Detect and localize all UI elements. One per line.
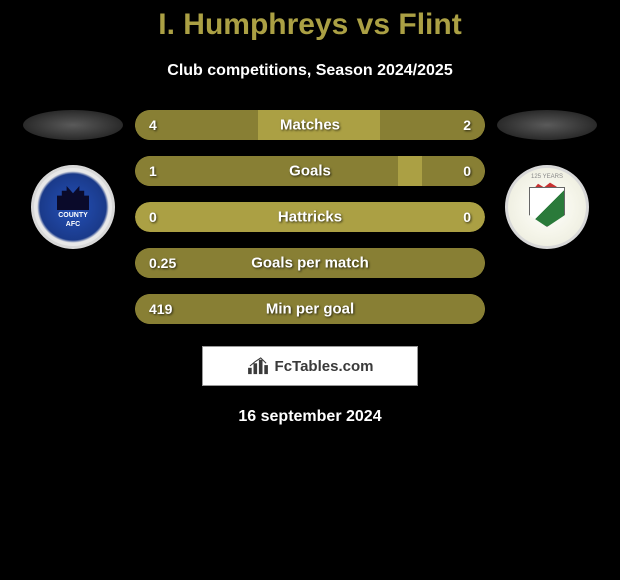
stat-value-right: 2 [463, 117, 471, 133]
date-label: 16 september 2024 [0, 408, 620, 426]
stat-label: Min per goal [266, 301, 354, 318]
stat-value-left: 419 [149, 301, 172, 317]
castle-icon [57, 186, 89, 210]
comparison-widget: I. Humphreys vs Flint Club competitions,… [0, 0, 620, 426]
right-team-crest: 125 YEARS [505, 165, 589, 249]
crest-left-text-mid: COUNTY [58, 212, 88, 219]
stat-value-right: 0 [463, 209, 471, 225]
stat-row: Goals 1 0 [135, 156, 485, 186]
stat-label: Goals [289, 163, 331, 180]
stats-bars: Matches 4 2 Goals 1 0 Hattricks 0 0 Goals per mat… [135, 110, 485, 324]
stat-value-left: 4 [149, 117, 157, 133]
bar-right-fill [422, 156, 485, 186]
crest-left-text-bot: AFC [66, 221, 80, 228]
stat-value-left: 0.25 [149, 255, 176, 271]
stat-value-right: 0 [463, 163, 471, 179]
attribution-box[interactable]: FcTables.com [202, 346, 418, 386]
stat-label: Matches [280, 117, 340, 134]
left-shadow-ellipse [23, 110, 123, 140]
stat-value-left: 1 [149, 163, 157, 179]
stat-label: Goals per match [251, 255, 369, 272]
left-crest-column: COUNTY AFC [23, 110, 123, 249]
left-team-crest: COUNTY AFC [31, 165, 115, 249]
shield-icon [529, 187, 565, 227]
page-title: I. Humphreys vs Flint [0, 8, 620, 42]
bar-left-fill [135, 156, 398, 186]
main-area: COUNTY AFC Matches42Goals10Hattricks00Go… [0, 110, 620, 324]
stat-value-left: 0 [149, 209, 157, 225]
stat-label: Hattricks [278, 209, 342, 226]
right-crest-column: 125 YEARS [497, 110, 597, 249]
subtitle: Club competitions, Season 2024/2025 [0, 62, 620, 80]
stat-row: Min per goal 419 [135, 294, 485, 324]
bars-chart-icon [247, 357, 269, 375]
right-shadow-ellipse [497, 110, 597, 140]
attribution-text: FcTables.com [275, 358, 374, 375]
stat-row: Goals per match 0.25 [135, 248, 485, 278]
stat-row: Hattricks 0 0 [135, 202, 485, 232]
stat-row: Matches 4 2 [135, 110, 485, 140]
